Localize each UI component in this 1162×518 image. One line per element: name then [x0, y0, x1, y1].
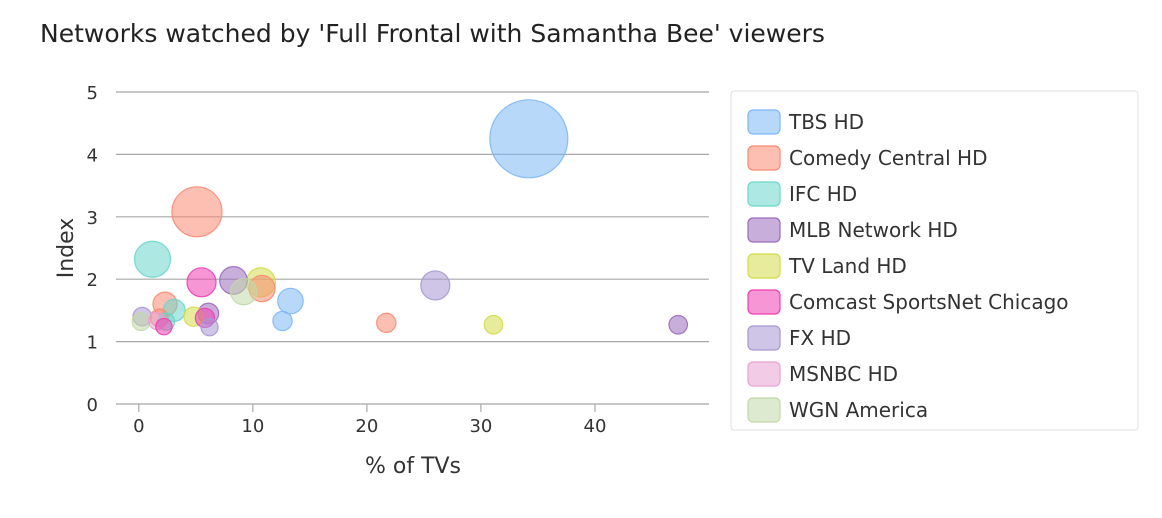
bubble-tbs-hd[interactable]: [277, 287, 304, 315]
bubble-comcast-sportsnet-chicago[interactable]: [155, 317, 173, 336]
bubble-tbs-hd[interactable]: [272, 310, 293, 332]
bubble-mlb-network-hd[interactable]: [668, 314, 689, 335]
y-tick-label: 1: [87, 333, 98, 354]
legend-swatch: [747, 289, 781, 315]
bubble-tbs-hd[interactable]: [489, 99, 569, 179]
x-tick-label: 10: [241, 416, 264, 437]
x-tick-label: 0: [133, 416, 144, 437]
bubble-fx-hd[interactable]: [420, 270, 451, 301]
legend-label[interactable]: IFC HD: [789, 182, 857, 206]
y-tick-label: 4: [87, 145, 98, 166]
legend-swatch: [747, 109, 781, 135]
legend-label[interactable]: FX HD: [789, 326, 851, 350]
bubble-fx-hd[interactable]: [200, 318, 219, 337]
legend-swatch: [747, 253, 781, 279]
bubble-wgn-america[interactable]: [230, 277, 258, 306]
legend-swatch: [747, 397, 781, 423]
bubble-ifc-hd[interactable]: [133, 240, 172, 278]
x-tick-label: 40: [584, 416, 607, 437]
y-tick-label: 5: [87, 83, 98, 104]
x-axis-title: % of TVs: [365, 454, 461, 479]
x-tick-label: 20: [355, 416, 378, 437]
legend-label[interactable]: Comedy Central HD: [789, 146, 988, 170]
legend-swatch: [747, 325, 781, 351]
bubble-wgn-america[interactable]: [131, 312, 151, 332]
bubble-comedy-central-hd[interactable]: [376, 312, 397, 334]
legend-label[interactable]: MSNBC HD: [789, 362, 898, 386]
legend-swatch: [747, 361, 781, 387]
y-axis-title: Index: [54, 218, 79, 279]
legend-swatch: [747, 145, 781, 171]
axes: 0 1 2 3 4 5 0 10 20 30 40: [87, 83, 607, 437]
legend-label[interactable]: Comcast SportsNet Chicago: [789, 290, 1069, 314]
bubble-comedy-central-hd[interactable]: [171, 186, 223, 238]
legend-label[interactable]: TBS HD: [788, 110, 864, 134]
x-tick-label: 30: [469, 416, 492, 437]
legend-label[interactable]: WGN America: [789, 398, 928, 422]
legend-label[interactable]: TV Land HD: [788, 254, 907, 278]
y-tick-label: 3: [87, 208, 98, 229]
legend-swatch: [747, 181, 781, 207]
legend-box: [730, 90, 1139, 431]
grid: [116, 91, 709, 405]
bubble-layer: [131, 99, 689, 337]
y-tick-label: 0: [87, 395, 98, 416]
legend: TBS HD Comedy Central HD IFC HD MLB Network…: [730, 90, 1139, 431]
chart-title: Networks watched by 'Full Frontal with S…: [40, 19, 825, 48]
bubble-tv-land-hd[interactable]: [483, 314, 504, 335]
bubble-comcast-sportsnet-chicago[interactable]: [186, 267, 217, 298]
legend-swatch: [747, 217, 781, 243]
legend-label[interactable]: MLB Network HD: [789, 218, 958, 242]
y-tick-label: 2: [87, 270, 98, 291]
